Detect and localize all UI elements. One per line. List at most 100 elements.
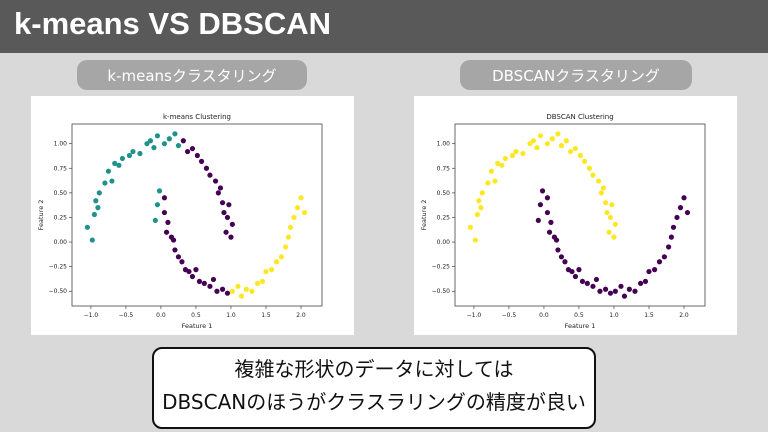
data-point (228, 234, 234, 240)
data-point (674, 214, 680, 221)
data-point (572, 145, 579, 152)
data-point (544, 209, 551, 216)
data-point (238, 293, 245, 299)
data-point (558, 143, 565, 149)
y-axis-label: Feature 2 (420, 200, 428, 231)
data-point (287, 224, 294, 230)
data-point (126, 152, 133, 159)
data-point (549, 136, 555, 142)
chart-title: DBSCAN Clustering (546, 113, 613, 121)
data-point (509, 152, 516, 159)
data-point (95, 205, 101, 211)
data-point (217, 185, 224, 191)
data-point (203, 165, 210, 171)
data-point (684, 209, 691, 216)
data-point (555, 247, 561, 253)
data-point (602, 286, 609, 292)
data-point (207, 283, 213, 289)
dbscan-label: DBSCANクラスタリング (460, 60, 692, 90)
data-point (632, 288, 638, 294)
x-tick-label: −0.5 (502, 312, 517, 319)
data-point (609, 202, 615, 208)
y-tick-label: 0.75 (54, 165, 68, 172)
data-point (546, 229, 553, 235)
y-tick-label: 0.50 (54, 190, 68, 197)
data-point (637, 280, 644, 286)
data-point (598, 190, 604, 196)
data-point (527, 141, 533, 147)
title-bar: k-means VS DBSCAN (0, 0, 768, 53)
data-point (562, 259, 568, 265)
x-tick-label: 0.0 (539, 312, 549, 319)
data-point (563, 138, 569, 144)
data-point (606, 229, 612, 235)
data-point (590, 283, 596, 289)
data-point (576, 267, 582, 273)
kmeans-chart: k-means Clustering Feature 1 Feature 2 −1.0… (31, 96, 354, 335)
data-point (479, 190, 485, 196)
data-point (607, 290, 614, 296)
data-point (207, 172, 213, 178)
data-point (555, 131, 561, 137)
data-point (278, 254, 284, 260)
data-point (499, 162, 505, 168)
data-point (611, 234, 617, 240)
kmeans-label: k-meansクラスタリング (77, 60, 307, 90)
data-point (154, 202, 161, 208)
data-point (485, 180, 491, 186)
data-point (161, 209, 168, 216)
data-point (681, 195, 687, 201)
data-point (569, 268, 575, 275)
data-point (194, 152, 200, 159)
data-point (535, 217, 541, 224)
data-point (156, 188, 163, 194)
y-tick-label: −0.25 (49, 264, 68, 271)
data-point (548, 219, 554, 225)
data-point (268, 267, 275, 273)
data-point (170, 237, 177, 243)
data-point (668, 234, 674, 240)
data-point (600, 185, 607, 191)
conclusion-line-2: DBSCANのほうがクラスラリングの精度が良い (162, 390, 586, 414)
data-point (612, 221, 618, 227)
data-point (84, 224, 91, 230)
data-point (180, 138, 186, 144)
data-point (219, 286, 226, 292)
y-tick-label: 0.25 (54, 214, 68, 221)
data-point (282, 244, 289, 250)
data-point (144, 141, 150, 147)
data-point (112, 160, 118, 166)
data-point (224, 290, 231, 296)
data-point (219, 200, 226, 206)
data-point (193, 267, 199, 273)
data-point (544, 195, 551, 201)
data-point (291, 214, 297, 221)
data-point (215, 190, 221, 196)
data-point (621, 293, 628, 299)
data-point (530, 138, 537, 144)
data-point (96, 190, 102, 196)
data-point (116, 162, 122, 168)
conclusion-box: 複雑な形状のデータに対しては DBSCANのほうがクラスラリングの精度が良い (152, 347, 596, 429)
x-tick-label: 2.0 (296, 312, 306, 319)
x-tick-label: 0.5 (191, 312, 201, 319)
data-point (243, 286, 249, 292)
data-point (301, 209, 308, 216)
y-tick-label: 0.75 (437, 165, 451, 172)
data-point (612, 288, 618, 294)
data-point (189, 145, 196, 152)
data-point (249, 288, 255, 294)
data-point (102, 180, 108, 186)
x-tick-label: 1.5 (644, 312, 654, 319)
data-point (651, 267, 658, 273)
x-tick-label: −0.5 (119, 312, 134, 319)
y-tick-label: −0.25 (432, 264, 451, 271)
data-point (537, 202, 544, 208)
data-point (273, 259, 280, 265)
data-point (294, 205, 301, 211)
x-tick-label: 1.5 (261, 312, 271, 319)
data-point (212, 178, 219, 184)
data-point (259, 278, 266, 285)
data-point (201, 280, 207, 286)
data-point (665, 244, 672, 250)
